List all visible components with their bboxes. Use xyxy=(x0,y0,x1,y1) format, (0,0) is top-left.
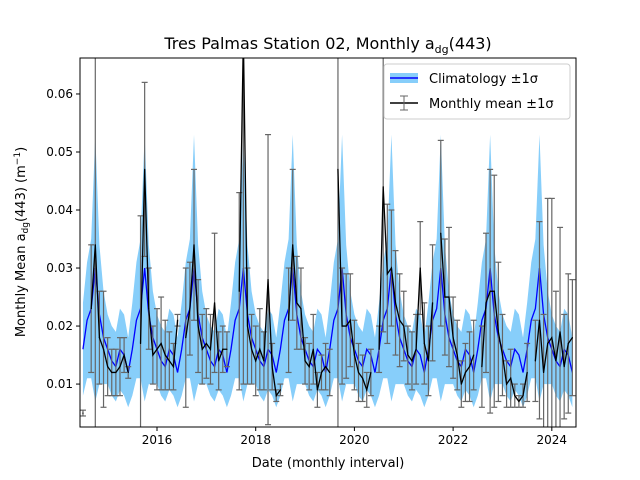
y-tick-label: 0.05 xyxy=(46,145,73,159)
axis-ticks: 2016 2018 2020 2022 2024 0.01 0.02 0.03 0.04 0.05… xyxy=(46,87,567,447)
axes-frame xyxy=(79,57,577,428)
y-tick-label: 0.06 xyxy=(46,87,73,101)
x-tick-label: 2022 xyxy=(438,433,469,447)
x-tick-label: 2018 xyxy=(240,433,271,447)
legend-monthly-label: Monthly mean ±1σ xyxy=(429,97,554,112)
monthly-mean-point xyxy=(82,412,84,414)
y-tick-label: 0.01 xyxy=(46,377,73,391)
monthly-mean-line xyxy=(139,169,179,369)
legend-climatology-label: Climatology ±1σ xyxy=(429,72,538,87)
errorbar xyxy=(548,197,555,427)
x-axis-label: Date (monthly interval) xyxy=(252,456,405,471)
x-tick-label: 2024 xyxy=(537,433,568,447)
x-tick-label: 2016 xyxy=(142,433,173,447)
y-tick-label: 0.04 xyxy=(46,203,73,217)
monthly-mean-line xyxy=(185,244,227,362)
chart-title: Tres Palmas Station 02, Monthly adg(443) xyxy=(163,34,491,56)
y-axis-label: Monthly Mean adg(443) (m−1) xyxy=(13,147,31,337)
plot-area xyxy=(80,58,576,427)
errorbar xyxy=(557,226,564,427)
legend-box xyxy=(383,63,571,120)
y-tick-label: 0.02 xyxy=(46,319,73,333)
monthly-mean-line xyxy=(238,58,281,398)
y-tick-label: 0.03 xyxy=(46,261,73,275)
legend: Climatology ±1σ Monthly mean ±1σ xyxy=(383,63,571,120)
monthly-mean-line xyxy=(440,233,475,385)
monthly-mean-line xyxy=(90,244,129,374)
monthly-mean-line xyxy=(481,290,528,403)
monthly-mean-line xyxy=(287,244,331,391)
monthly-mean-line xyxy=(337,169,372,393)
legend-errorbar-swatch xyxy=(390,95,418,111)
monthly-mean-line xyxy=(534,320,573,373)
x-tick-label: 2020 xyxy=(339,433,370,447)
climatology-band xyxy=(82,134,573,408)
monthly-mean-line xyxy=(378,186,434,363)
climatology-line xyxy=(82,267,574,373)
